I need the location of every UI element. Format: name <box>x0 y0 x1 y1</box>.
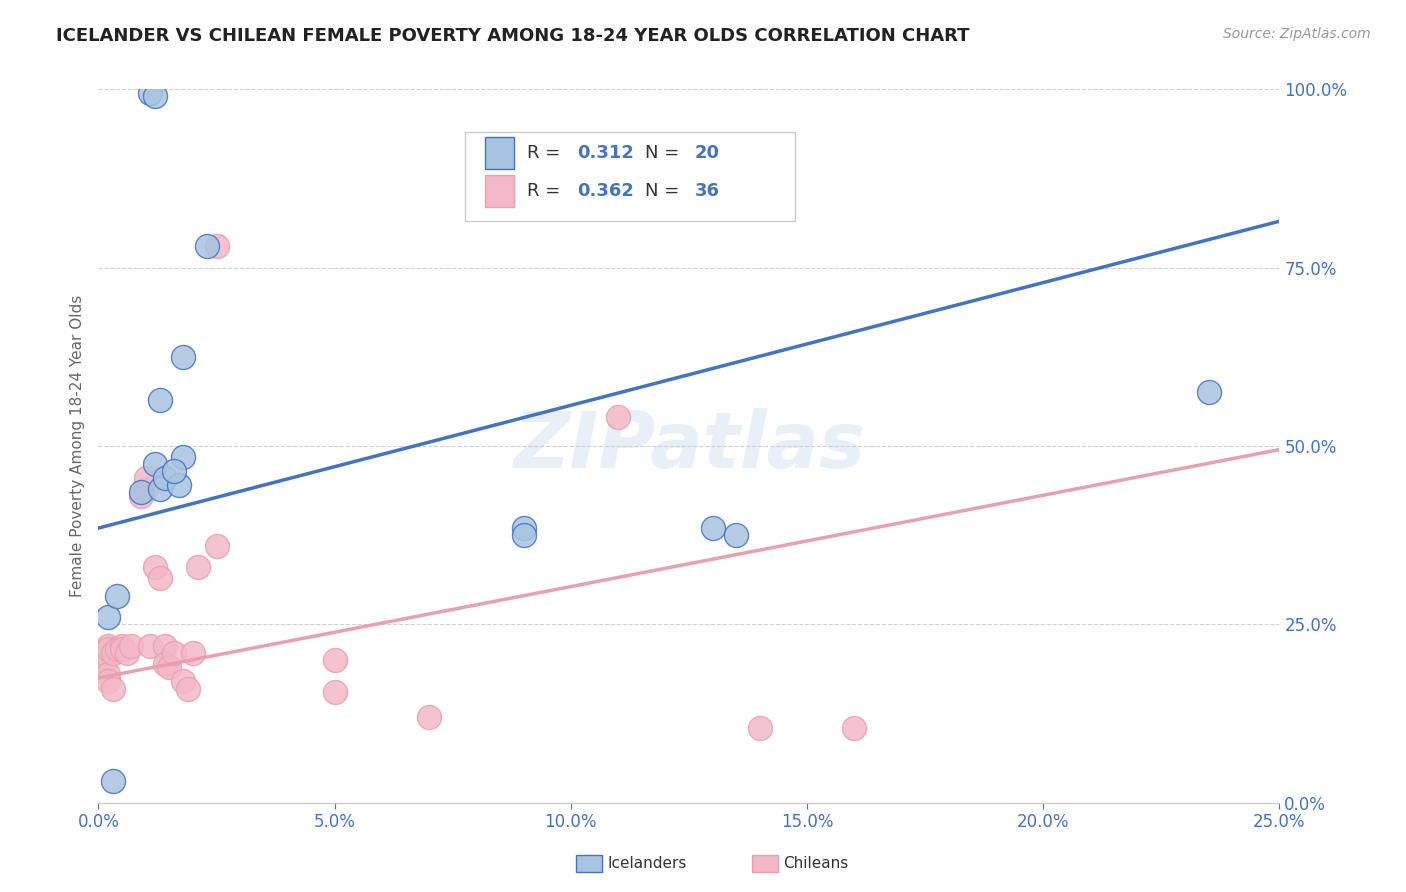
Text: 0.312: 0.312 <box>576 145 634 162</box>
Text: N =: N = <box>645 145 685 162</box>
Point <box>205 539 228 553</box>
Point <box>115 646 138 660</box>
Point <box>153 471 176 485</box>
Point <box>195 239 218 253</box>
Point <box>97 610 120 624</box>
Text: ICELANDER VS CHILEAN FEMALE POVERTY AMONG 18-24 YEAR OLDS CORRELATION CHART: ICELANDER VS CHILEAN FEMALE POVERTY AMON… <box>56 27 970 45</box>
FancyBboxPatch shape <box>485 137 515 169</box>
Text: R =: R = <box>527 145 567 162</box>
Text: R =: R = <box>527 182 567 200</box>
FancyBboxPatch shape <box>464 132 796 221</box>
Y-axis label: Female Poverty Among 18-24 Year Olds: Female Poverty Among 18-24 Year Olds <box>69 295 84 597</box>
Point <box>97 639 120 653</box>
Point <box>135 471 157 485</box>
Point <box>143 560 166 574</box>
Point <box>607 410 630 425</box>
Point <box>101 681 124 696</box>
Point <box>105 642 128 657</box>
FancyBboxPatch shape <box>485 175 515 207</box>
Point <box>149 571 172 585</box>
Point <box>512 528 534 542</box>
Point <box>97 674 120 689</box>
Point <box>121 639 143 653</box>
Point <box>91 657 114 671</box>
Point <box>844 721 866 735</box>
Point <box>418 710 440 724</box>
Point <box>323 685 346 699</box>
Point <box>157 660 180 674</box>
Point <box>167 478 190 492</box>
Point <box>111 642 134 657</box>
Point <box>149 482 172 496</box>
Point <box>163 464 186 478</box>
Text: 20: 20 <box>695 145 720 162</box>
Point <box>153 657 176 671</box>
Point <box>1198 385 1220 400</box>
Point <box>129 485 152 500</box>
Text: Icelanders: Icelanders <box>607 856 686 871</box>
Text: Source: ZipAtlas.com: Source: ZipAtlas.com <box>1223 27 1371 41</box>
Point <box>725 528 748 542</box>
Point <box>205 239 228 253</box>
Point <box>139 86 162 100</box>
Point <box>97 667 120 681</box>
Point <box>181 646 204 660</box>
Text: 0.362: 0.362 <box>576 182 634 200</box>
Text: Chileans: Chileans <box>783 856 848 871</box>
Point <box>111 639 134 653</box>
Point <box>101 774 124 789</box>
Point <box>177 681 200 696</box>
Point <box>702 521 724 535</box>
Point <box>172 674 194 689</box>
Point <box>143 89 166 103</box>
Point <box>149 392 172 407</box>
Point <box>323 653 346 667</box>
Text: 36: 36 <box>695 182 720 200</box>
Point <box>187 560 209 574</box>
Point <box>143 457 166 471</box>
Point <box>172 450 194 464</box>
Point <box>172 350 194 364</box>
Point <box>139 639 162 653</box>
Point <box>748 721 770 735</box>
Text: ZIPatlas: ZIPatlas <box>513 408 865 484</box>
Point <box>153 639 176 653</box>
Point <box>101 646 124 660</box>
Point <box>135 482 157 496</box>
Point <box>97 642 120 657</box>
Point <box>163 646 186 660</box>
Point <box>105 589 128 603</box>
Point <box>129 489 152 503</box>
Point <box>512 521 534 535</box>
Point <box>91 646 114 660</box>
Point <box>97 649 120 664</box>
Text: N =: N = <box>645 182 685 200</box>
